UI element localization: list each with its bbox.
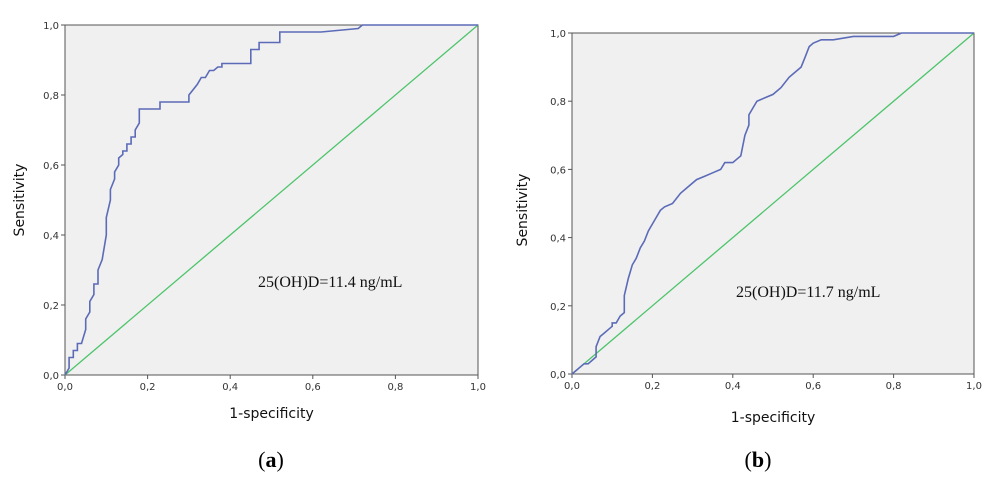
y-tick-label: 1,0 <box>550 29 566 40</box>
x-tick-label: 0,8 <box>387 382 403 393</box>
y-tick-label: 0,4 <box>550 234 566 245</box>
y-tick-label: 0,0 <box>550 370 566 381</box>
x-axis-title: 1-specificity <box>731 410 816 426</box>
roc-chart-b: 0,0 0,2 0,4 0,6 0,8 1,0 0,0 0,2 0,4 0,6 0,8 1,0 1-s… <box>515 29 982 472</box>
y-tick-label: 0,8 <box>43 91 59 102</box>
x-tick-label: 0,0 <box>57 382 73 393</box>
y-axis-title: Sensitivity <box>515 174 531 247</box>
cutoff-annotation: 25(OH)D=11.7 ng/mL <box>736 284 880 301</box>
x-tick-label: 1,0 <box>966 381 982 392</box>
y-tick-label: 0,0 <box>43 371 59 382</box>
x-tick-label: 0,4 <box>222 382 238 393</box>
panel-label-a: (a) <box>258 447 284 472</box>
x-tick-label: 0,4 <box>725 381 741 392</box>
reference-line <box>64 24 479 376</box>
panel-label-open: ( <box>258 447 265 472</box>
x-tick-label: 0,6 <box>305 382 321 393</box>
roc-curve <box>64 24 478 376</box>
roc-chart-a: 0,0 0,2 0,4 0,6 0,8 1,0 0,0 0,2 0,4 0,6 0,8 1,0 1-s… <box>12 21 486 472</box>
cutoff-annotation: 25(OH)D=11.4 ng/mL <box>258 274 402 291</box>
reference-line <box>571 32 975 375</box>
panel-label-letter: b <box>752 447 764 472</box>
x-tick-label: 0,6 <box>805 381 821 392</box>
panel-label-close: ) <box>764 447 771 472</box>
y-tick-label: 0,2 <box>550 302 566 313</box>
panel-label-letter: a <box>266 447 277 472</box>
y-axis-title: Sensitivity <box>12 164 28 237</box>
panel-label-close: ) <box>277 447 284 472</box>
x-tick-label: 0,0 <box>564 381 580 392</box>
y-tick-label: 0,4 <box>43 231 59 242</box>
roc-curve <box>571 32 974 375</box>
x-tick-label: 1,0 <box>470 382 486 393</box>
y-tick-label: 0,2 <box>43 301 59 312</box>
panel-label-open: ( <box>745 447 752 472</box>
x-tick-label: 0,2 <box>644 381 660 392</box>
panel-label-b: (b) <box>745 447 772 472</box>
x-tick-label: 0,2 <box>140 382 156 393</box>
x-tick-label: 0,8 <box>886 381 902 392</box>
y-tick-label: 0,8 <box>550 97 566 108</box>
y-tick-label: 0,6 <box>550 165 566 176</box>
y-tick-label: 0,6 <box>43 161 59 172</box>
y-tick-label: 1,0 <box>43 21 59 32</box>
x-axis-title: 1-specificity <box>229 406 314 422</box>
